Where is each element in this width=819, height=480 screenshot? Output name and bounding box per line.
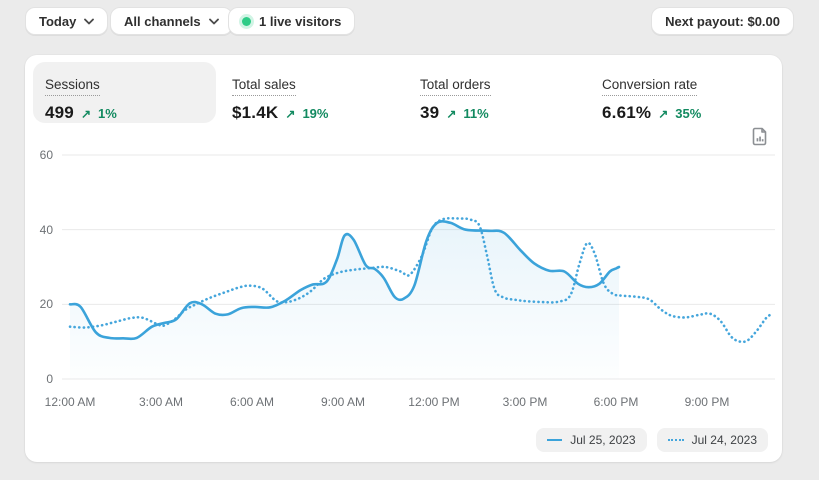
- live-visitors-label: 1 live visitors: [259, 13, 342, 29]
- view-report-icon[interactable]: [750, 126, 770, 146]
- next-payout-label: Next payout: $0.00: [665, 13, 780, 29]
- x-tick-3-00-pm: 3:00 PM: [502, 395, 548, 409]
- chevron-down-icon: [84, 18, 95, 25]
- x-tick-3-00-am: 3:00 AM: [138, 395, 183, 409]
- increase-arrow-icon: ↗: [658, 107, 669, 121]
- metric-label: Total sales: [232, 77, 296, 96]
- analytics-card: Sessions 499 ↗ 1% Total sales $1.4K ↗ 19…: [25, 55, 782, 462]
- increase-arrow-icon: ↗: [80, 107, 92, 121]
- y-tick-40: 40: [39, 222, 53, 237]
- x-tick-9-00-am: 9:00 AM: [320, 395, 365, 409]
- chart-gridlines: [62, 154, 775, 380]
- metric-delta: 11%: [463, 106, 489, 121]
- x-tick-12-00-am: 12:00 AM: [44, 395, 96, 409]
- chart-legend: Jul 25, 2023 Jul 24, 2023: [536, 428, 768, 452]
- metric-label: Total orders: [420, 77, 491, 96]
- legend-label: Jul 25, 2023: [570, 433, 636, 447]
- metric-label: Conversion rate: [602, 77, 698, 96]
- metric-delta: 35%: [675, 106, 702, 121]
- solid-series-line: [68, 220, 621, 341]
- metric-value: 6.61%: [602, 103, 652, 122]
- metric-value: 499: [45, 103, 74, 122]
- legend-item-jul-25[interactable]: Jul 25, 2023: [536, 428, 647, 452]
- x-tick-12-00-pm: 12:00 PM: [408, 395, 460, 409]
- metric-conversion-rate[interactable]: Conversion rate 6.61% ↗ 35%: [602, 76, 701, 123]
- x-tick-6-00-pm: 6:00 PM: [593, 395, 639, 409]
- metric-delta: 1%: [98, 106, 117, 121]
- date-range-label: Today: [39, 13, 77, 29]
- channels-filter-label: All channels: [124, 13, 201, 29]
- metric-label: Sessions: [45, 77, 100, 96]
- x-tick-6-00-am: 6:00 AM: [229, 395, 274, 409]
- x-tick-9-00-pm: 9:00 PM: [684, 395, 730, 409]
- y-tick-0: 0: [46, 372, 53, 386]
- metric-value: 39: [420, 103, 440, 122]
- metric-delta: 19%: [302, 106, 329, 121]
- legend-label: Jul 24, 2023: [691, 433, 757, 447]
- increase-arrow-icon: ↗: [446, 107, 457, 121]
- dotted-line-swatch-icon: [667, 439, 684, 441]
- y-tick-20: 20: [39, 297, 53, 312]
- date-range-button[interactable]: Today: [25, 7, 109, 35]
- solid-line-swatch-icon: [547, 439, 563, 441]
- next-payout-button[interactable]: Next payout: $0.00: [651, 7, 794, 35]
- metric-sessions[interactable]: Sessions 499 ↗ 1%: [33, 62, 216, 123]
- live-dot-icon: [242, 16, 251, 26]
- live-visitors-badge[interactable]: 1 live visitors: [228, 7, 356, 35]
- increase-arrow-icon: ↗: [285, 107, 296, 121]
- legend-item-jul-24[interactable]: Jul 24, 2023: [656, 428, 768, 452]
- chevron-down-icon: [208, 18, 219, 25]
- metric-value: $1.4K: [232, 103, 279, 122]
- channels-filter-button[interactable]: All channels: [110, 7, 233, 35]
- metric-total-orders[interactable]: Total orders 39 ↗ 11%: [420, 76, 491, 123]
- solid-series-area: [70, 221, 619, 379]
- dotted-series-line: [68, 216, 774, 344]
- metric-total-sales[interactable]: Total sales $1.4K ↗ 19%: [232, 76, 328, 123]
- y-tick-60: 60: [39, 148, 53, 162]
